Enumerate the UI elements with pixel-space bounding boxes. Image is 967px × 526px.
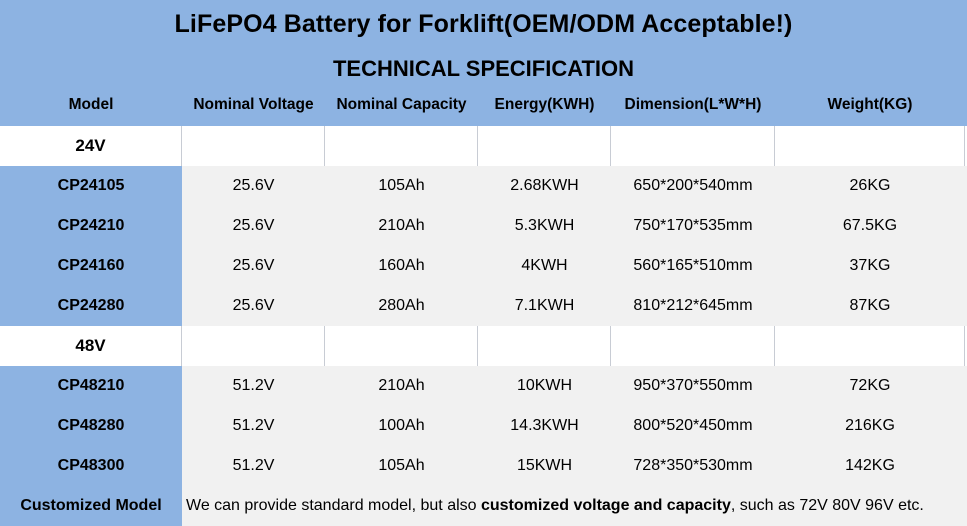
empty-cell xyxy=(182,326,325,366)
table-row: CP48300 51.2V 105Ah 15KWH 728*350*530mm … xyxy=(0,446,967,486)
dimension-cell: 810*212*645mm xyxy=(633,297,753,314)
column-header-voltage: Nominal Voltage xyxy=(193,96,314,113)
model-cell: CP24280 xyxy=(0,286,182,326)
dimension-cell: 650*200*540mm xyxy=(633,177,753,194)
column-header-weight: Weight(KG) xyxy=(827,96,913,113)
group-row-24v: 24V xyxy=(0,126,967,166)
table-row: CP48210 51.2V 210Ah 10KWH 950*370*550mm … xyxy=(0,366,967,406)
weight-cell: 87KG xyxy=(849,297,891,314)
voltage-cell: 51.2V xyxy=(232,377,275,394)
table-row: CP24280 25.6V 280Ah 7.1KWH 810*212*645mm… xyxy=(0,286,967,326)
voltage-cell: 25.6V xyxy=(232,257,275,274)
column-header-energy: Energy(KWH) xyxy=(494,96,595,113)
dimension-cell: 750*170*535mm xyxy=(633,217,753,234)
energy-cell: 5.3KWH xyxy=(514,217,575,234)
voltage-cell: 51.2V xyxy=(232,457,275,474)
voltage-cell: 25.6V xyxy=(232,297,275,314)
customized-note: We can provide standard model, but also … xyxy=(186,486,924,526)
capacity-cell: 160Ah xyxy=(378,257,425,274)
group-row-48v: 48V xyxy=(0,326,967,366)
weight-cell: 142KG xyxy=(845,457,895,474)
table-header: LiFePO4 Battery for Forklift(OEM/ODM Acc… xyxy=(0,0,967,126)
dimension-cell: 728*350*530mm xyxy=(633,457,753,474)
page-title: LiFePO4 Battery for Forklift(OEM/ODM Acc… xyxy=(174,10,793,38)
customized-label: Customized Model xyxy=(0,486,182,526)
capacity-cell: 100Ah xyxy=(378,417,425,434)
empty-cell xyxy=(775,126,965,166)
model-cell: CP48210 xyxy=(0,366,182,406)
weight-cell: 67.5KG xyxy=(842,217,898,234)
table-row: CP24160 25.6V 160Ah 4KWH 560*165*510mm 3… xyxy=(0,246,967,286)
empty-cell xyxy=(325,126,478,166)
empty-cell xyxy=(478,126,611,166)
model-cell: CP24210 xyxy=(0,206,182,246)
page-subtitle: TECHNICAL SPECIFICATION xyxy=(332,56,635,81)
dimension-cell: 950*370*550mm xyxy=(633,377,753,394)
column-header-dimension: Dimension(L*W*H) xyxy=(624,96,762,113)
empty-cell xyxy=(325,326,478,366)
voltage-cell: 25.6V xyxy=(232,217,275,234)
column-header-capacity: Nominal Capacity xyxy=(336,96,467,113)
voltage-cell: 51.2V xyxy=(232,417,275,434)
table-row: CP24210 25.6V 210Ah 5.3KWH 750*170*535mm… xyxy=(0,206,967,246)
capacity-cell: 210Ah xyxy=(378,377,425,394)
customized-row: Customized Model We can provide standard… xyxy=(0,486,967,526)
energy-cell: 4KWH xyxy=(521,257,568,274)
note-text-end: , such as 72V 80V 96V etc. xyxy=(730,497,924,514)
energy-cell: 2.68KWH xyxy=(510,177,579,194)
column-header-model: Model xyxy=(68,96,114,113)
energy-cell: 14.3KWH xyxy=(510,417,579,434)
model-cell: CP24160 xyxy=(0,246,182,286)
weight-cell: 37KG xyxy=(849,257,891,274)
weight-cell: 72KG xyxy=(849,377,891,394)
weight-cell: 26KG xyxy=(849,177,891,194)
capacity-cell: 105Ah xyxy=(378,177,425,194)
dimension-cell: 800*520*450mm xyxy=(633,417,753,434)
energy-cell: 15KWH xyxy=(516,457,573,474)
weight-cell: 216KG xyxy=(845,417,895,434)
note-text: We can provide standard model, but also xyxy=(186,497,481,514)
table-row: CP48280 51.2V 100Ah 14.3KWH 800*520*450m… xyxy=(0,406,967,446)
note-emphasis: customized voltage and capacity xyxy=(480,497,731,514)
capacity-cell: 105Ah xyxy=(378,457,425,474)
empty-cell xyxy=(611,326,775,366)
empty-cell xyxy=(182,126,325,166)
group-label: 48V xyxy=(0,326,182,366)
empty-cell xyxy=(611,126,775,166)
model-cell: CP48280 xyxy=(0,406,182,446)
voltage-cell: 25.6V xyxy=(232,177,275,194)
dimension-cell: 560*165*510mm xyxy=(633,257,753,274)
empty-cell xyxy=(775,326,965,366)
model-cell: CP48300 xyxy=(0,446,182,486)
capacity-cell: 280Ah xyxy=(378,297,425,314)
energy-cell: 7.1KWH xyxy=(514,297,575,314)
model-cell: CP24105 xyxy=(0,166,182,206)
table-row: CP24105 25.6V 105Ah 2.68KWH 650*200*540m… xyxy=(0,166,967,206)
capacity-cell: 210Ah xyxy=(378,217,425,234)
group-label: 24V xyxy=(0,126,182,166)
energy-cell: 10KWH xyxy=(516,377,573,394)
empty-cell xyxy=(478,326,611,366)
